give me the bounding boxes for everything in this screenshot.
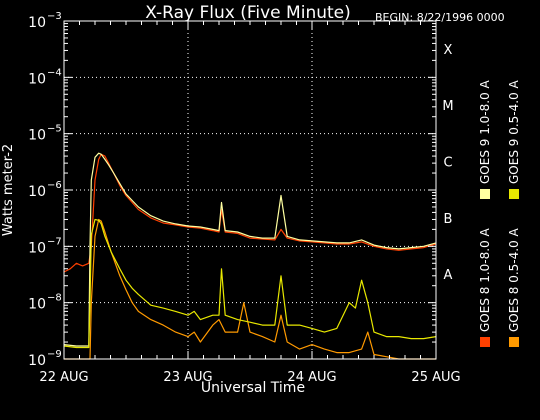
- y-tick-label: 10: [28, 184, 46, 200]
- y-axis-title: Watts meter-2: [1, 144, 16, 236]
- y-tick-exponent: −4: [47, 67, 62, 78]
- legend-label: GOES 8 0.5-4.0 A: [507, 227, 521, 332]
- legend-label: GOES 9 1.0-8.0 A: [478, 79, 492, 184]
- legend-label: GOES 8 1.0-8.0 A: [478, 227, 492, 332]
- y-tick-exponent: −3: [47, 11, 62, 22]
- legend: GOES 8 1.0-8.0 A GOES 9 1.0-8.0 A GOES 8 0…: [478, 79, 521, 347]
- series-lines: [63, 152, 437, 360]
- x-axis-title: Universal Time: [201, 380, 305, 396]
- x-tick-label: 22 AUG: [39, 370, 88, 385]
- legend-swatch: [480, 189, 490, 199]
- y-tick-label: 10: [28, 15, 46, 31]
- flare-class-label: M: [442, 99, 453, 114]
- y-tick-exponent: −7: [47, 236, 62, 247]
- legend-swatch: [509, 189, 519, 199]
- y-tick-label: 10: [28, 353, 46, 369]
- x-tick-label: 25 AUG: [411, 370, 460, 385]
- y-tick-exponent: −9: [47, 349, 62, 360]
- x-tick-label: 23 AUG: [163, 370, 212, 385]
- series-line: [63, 218, 437, 349]
- y-tick-label: 10: [28, 240, 46, 256]
- series-line: [64, 218, 436, 360]
- y-tick-label: 10: [28, 71, 46, 87]
- legend-swatch: [480, 337, 490, 347]
- legend-swatch: [509, 337, 519, 347]
- y-tick-exponent: −5: [47, 124, 62, 135]
- series-line: [63, 153, 437, 273]
- flare-class-label: X: [444, 43, 453, 58]
- chart-title: X-Ray Flux (Five Minute): [145, 3, 351, 23]
- begin-date-label: BEGIN: 8/22/1996 0000: [375, 11, 505, 24]
- axis-ticks: 10−910−810−710−610−510−410 −322 AUG 23 AUG…: [28, 11, 460, 385]
- y-tick-exponent: −8: [47, 293, 62, 304]
- legend-label: GOES 9 0.5-4.0 A: [507, 79, 521, 184]
- y-tick-label: 10: [28, 128, 46, 144]
- flare-class-label: B: [444, 212, 453, 227]
- flare-class-label: C: [443, 156, 452, 171]
- y-tick-exponent: −6: [47, 180, 62, 191]
- flare-class-label: A: [444, 268, 453, 283]
- series-line: [63, 152, 437, 347]
- x-tick-label: 24 AUG: [287, 370, 336, 385]
- y-tick-label: 10: [28, 297, 46, 313]
- grid-lines: [64, 21, 436, 359]
